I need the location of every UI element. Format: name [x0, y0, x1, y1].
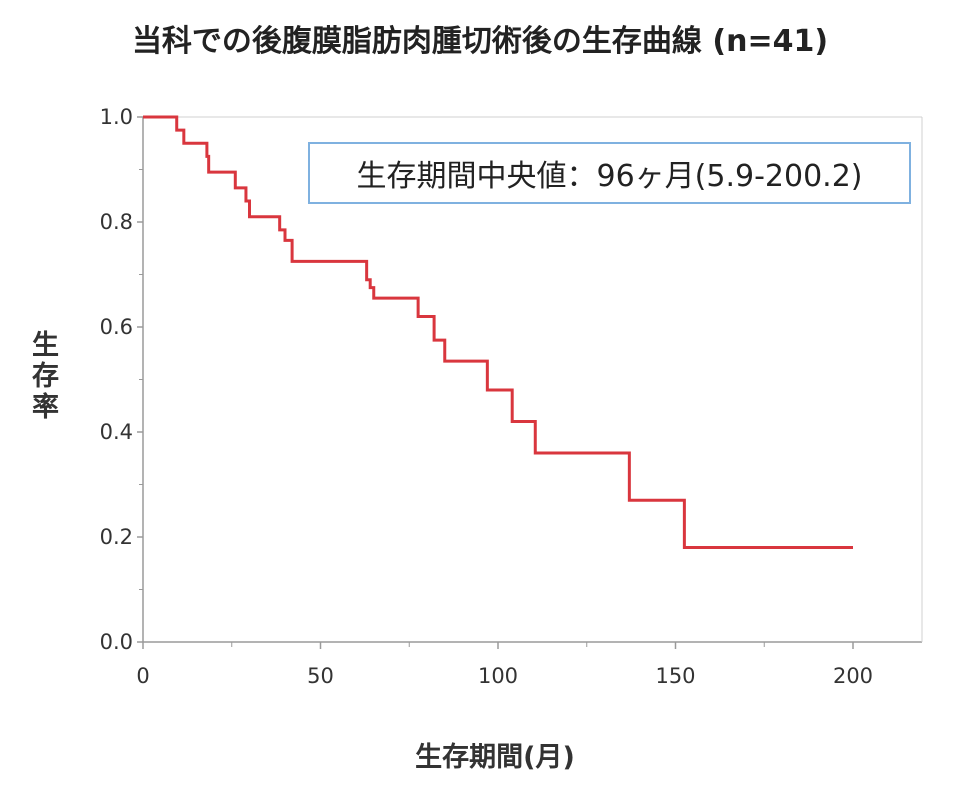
- series-group: [143, 115, 853, 549]
- y-tick-label: 1.0: [100, 105, 133, 129]
- x-tick-label: 100: [478, 664, 518, 688]
- x-axis-label: 生存期間(月): [415, 742, 575, 773]
- axes: [142, 116, 923, 643]
- x-tick-label: 50: [307, 664, 334, 688]
- annotation-text: 生存期間中央値：96ヶ月(5.9-200.2): [356, 159, 863, 194]
- y-tick-label: 0.2: [100, 525, 133, 549]
- median-survival-annotation: 生存期間中央値：96ヶ月(5.9-200.2): [308, 142, 911, 204]
- y-tick-label: 0.4: [100, 420, 133, 444]
- y-tick-label: 0.6: [100, 315, 133, 339]
- x-tick-label: 150: [655, 664, 695, 688]
- y-axis-label: 生存率: [27, 330, 58, 423]
- x-tick-label: 0: [136, 664, 149, 688]
- ticks: 0.0 0.2 0.4 0.6 0.8 1.0 0 50 100 150 200: [100, 105, 873, 688]
- x-tick-label: 200: [833, 664, 873, 688]
- chart-title: 当科での後腹膜脂肪肉腫切術後の生存曲線 (n=41): [131, 24, 829, 59]
- survival-step-line: [143, 115, 853, 549]
- y-tick-label: 0.8: [100, 210, 133, 234]
- y-tick-label: 0.0: [100, 630, 133, 654]
